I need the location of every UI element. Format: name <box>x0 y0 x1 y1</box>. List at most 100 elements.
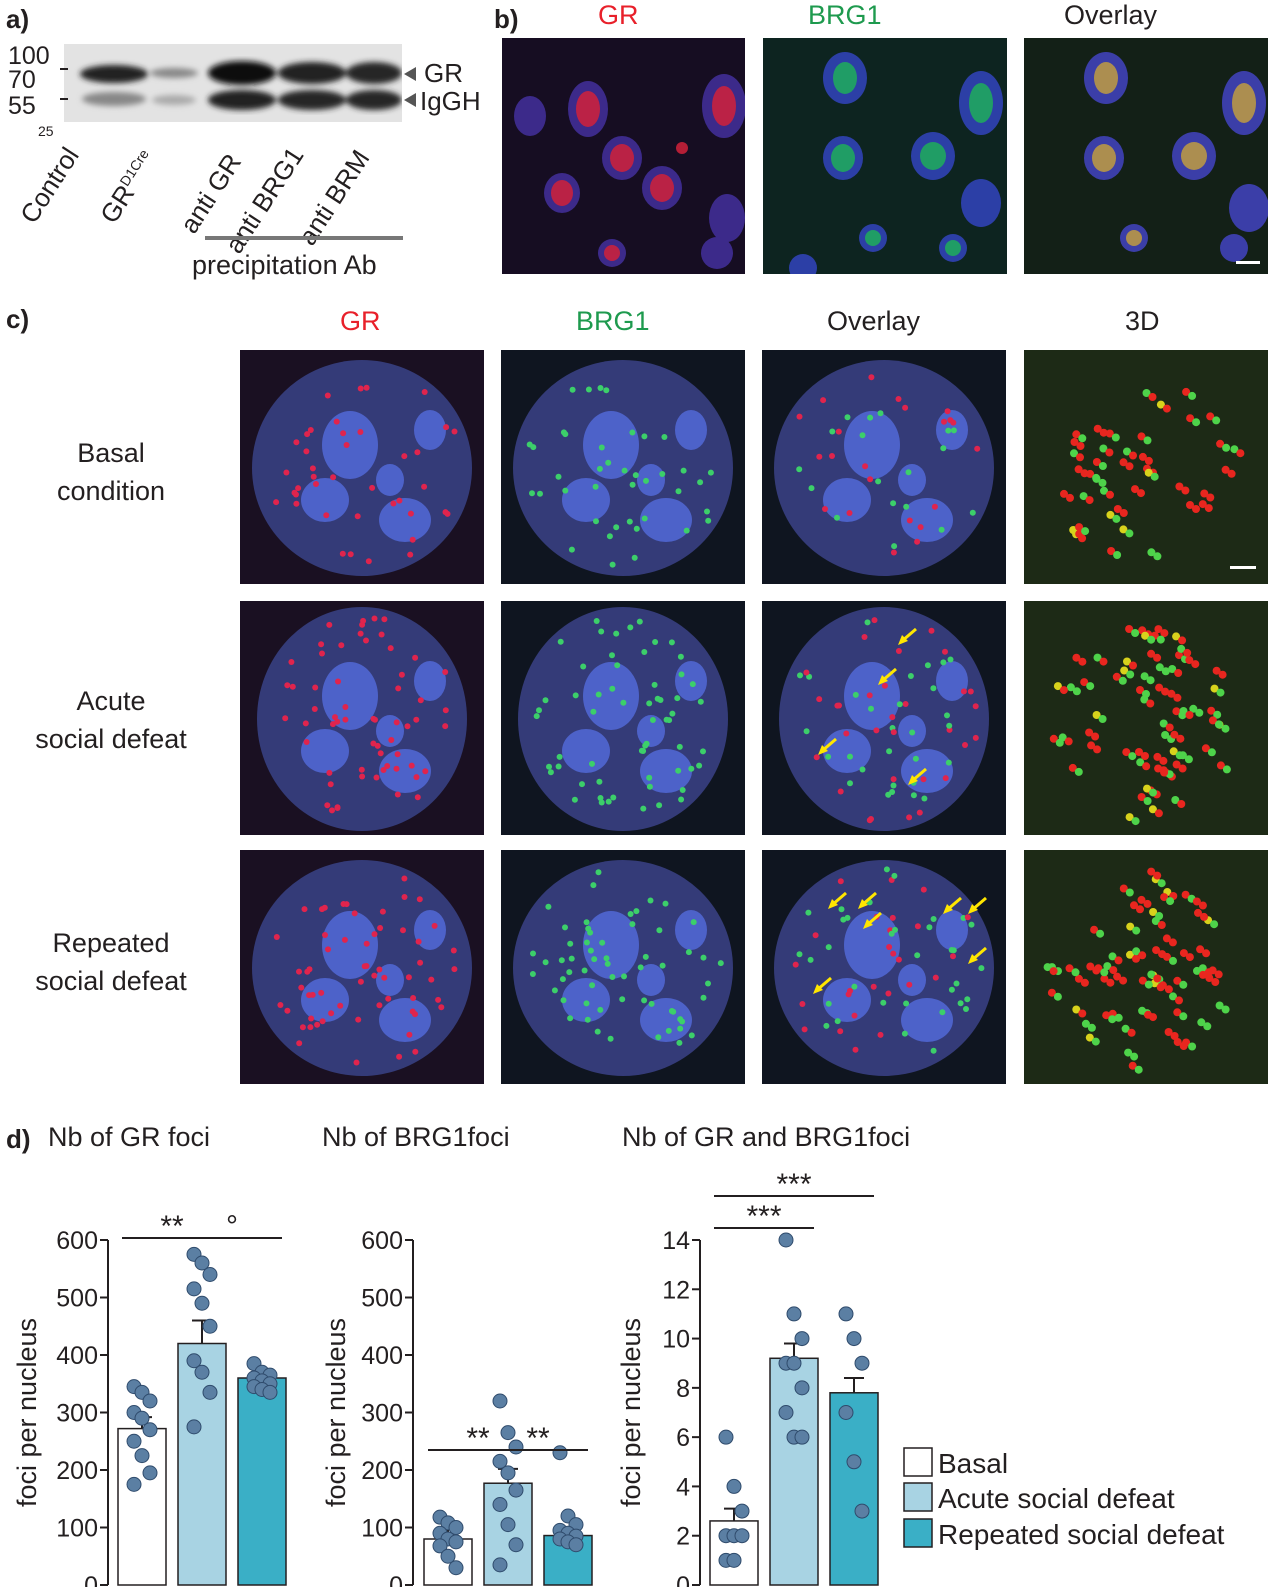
chart-3-significance-label: *** <box>776 1168 811 1201</box>
lane-gr-superscript: D1Cre <box>116 146 152 189</box>
chart-1-y-tick-label: 500 <box>56 1285 98 1313</box>
row-label-acute-line2: social defeat <box>35 724 187 754</box>
chart-1-point <box>186 1281 202 1297</box>
mw-marker-55: 55 <box>8 92 36 120</box>
chart-3-point <box>726 1552 742 1568</box>
chart-3-y-tick-label: 12 <box>662 1276 690 1304</box>
chart-2-point <box>492 1557 508 1573</box>
chart-3-significance-label: *** <box>746 1200 781 1233</box>
chart-1-y-tick-label: 200 <box>56 1457 98 1485</box>
chart-2-point <box>500 1517 516 1533</box>
mw-marker-25: 25 <box>38 123 54 139</box>
legend-swatch-1 <box>903 1447 933 1477</box>
chart-1-point <box>186 1353 202 1369</box>
iggh-band-arrow <box>404 93 416 107</box>
legend-label-2: Acute social defeat <box>938 1483 1175 1514</box>
chart-3-point <box>734 1503 750 1519</box>
chart-3-point <box>718 1429 734 1445</box>
chart-1-point <box>142 1465 158 1481</box>
chart-1-point <box>202 1384 218 1400</box>
panel-c-brg1-image-row2 <box>501 601 745 835</box>
western-blot <box>64 44 402 122</box>
chart-1-bar-2 <box>177 1342 227 1586</box>
chart-3-y-tick-label: 2 <box>676 1523 690 1551</box>
panel-d-letter: d) <box>6 1124 31 1154</box>
chart-3-y-label: foci per nucleus <box>616 1318 646 1507</box>
chart-2-point <box>552 1445 568 1461</box>
chart-1-point <box>126 1476 142 1492</box>
chart-3-title: Nb of GR and BRG1foci <box>622 1122 910 1152</box>
chart-1-title: Nb of GR foci <box>48 1122 210 1152</box>
chart-2-y-tick-label: 500 <box>361 1285 403 1313</box>
chart-2-point <box>440 1548 456 1564</box>
panel-c-letter: c) <box>6 304 30 334</box>
chart-1-y-tick-label: 0 <box>84 1572 98 1587</box>
panel-c-brg1-image-row1 <box>501 350 745 584</box>
chart-2-significance-label: ** <box>526 1422 550 1455</box>
legend-swatch-2 <box>903 1482 933 1512</box>
chart-3-y-tick-label: 6 <box>676 1424 690 1452</box>
chart-1-y-label: foci per nucleus <box>12 1318 42 1507</box>
lane-label-control: Control <box>14 142 86 229</box>
chart-3-point <box>794 1331 810 1347</box>
precipitation-group-line <box>205 236 403 240</box>
legend-swatch-3 <box>903 1518 933 1548</box>
chart-3-y-tick-label: 14 <box>662 1227 690 1255</box>
scale-bar-c <box>1230 566 1256 569</box>
chart-1-point <box>202 1318 218 1334</box>
chart-2-point <box>508 1439 524 1455</box>
chart-1-point <box>262 1384 278 1400</box>
panel-c-gr-image-row1 <box>240 350 484 584</box>
panel-c-3d-image-row3 <box>1024 850 1268 1084</box>
panel-b-header-gr: GR <box>598 0 639 30</box>
panel-c-brg1-image-row3 <box>501 850 745 1084</box>
chart-1-bar-3 <box>237 1377 287 1586</box>
row-label-repeated-line1: Repeated <box>52 928 170 958</box>
chart-1-y-tick-label: 600 <box>56 1227 98 1255</box>
chart-2-y-tick-label: 400 <box>361 1342 403 1370</box>
mw-marker-100: 100 <box>8 42 50 70</box>
chart-3-y-tick-label: 0 <box>676 1572 690 1587</box>
chart-2-y-tick-label: 600 <box>361 1227 403 1255</box>
chart-3-point <box>846 1331 862 1347</box>
chart-3-bar-3 <box>829 1392 879 1586</box>
chart-1-point <box>126 1433 142 1449</box>
lane-gr-text: GR <box>94 179 141 229</box>
chart-1-point <box>194 1295 210 1311</box>
chart-3-bar-2 <box>769 1357 819 1586</box>
panel-c-3d-image-row2 <box>1024 601 1268 835</box>
gr-tissue-image <box>514 74 745 269</box>
gr-band-arrow <box>404 67 416 81</box>
chart-2-point <box>492 1393 508 1409</box>
chart-2-point <box>448 1534 464 1550</box>
chart-2-point <box>492 1453 508 1469</box>
mw-tick-55 <box>60 98 68 100</box>
chart-3-point <box>734 1528 750 1544</box>
chart-2-title: Nb of BRG1foci <box>322 1122 510 1152</box>
panel-a-letter: a) <box>6 4 30 34</box>
row-label-basal-line2: condition <box>56 476 166 506</box>
chart-2-y-tick-label: 0 <box>389 1572 403 1587</box>
chart-3-point <box>846 1454 862 1470</box>
band-label-gr: GR <box>424 58 463 88</box>
panel-b-letter: b) <box>494 4 519 34</box>
panel-c-header-brg1: BRG1 <box>576 306 650 336</box>
chart-3-point <box>854 1355 870 1371</box>
row-label-basal: Basal condition <box>0 434 222 510</box>
chart-1-significance-label: ** <box>160 1210 184 1243</box>
chart-2-y-tick-label: 100 <box>361 1515 403 1543</box>
mw-tick-70 <box>60 68 68 70</box>
panel-c-header-3d: 3D <box>1125 306 1160 336</box>
legend-label-3: Repeated social defeat <box>938 1519 1225 1550</box>
chart-1-significance-label: ° <box>226 1210 238 1243</box>
chart-2-point <box>500 1465 516 1481</box>
chart-3-y-tick-label: 10 <box>662 1326 690 1354</box>
chart-2-point <box>432 1538 448 1554</box>
row-label-repeated: Repeated social defeat <box>0 924 222 1000</box>
panel-c-header-gr: GR <box>340 306 381 336</box>
brg1-tissue-image <box>789 52 1003 274</box>
panel-b-header-brg1: BRG1 <box>808 0 882 30</box>
chart-1-point <box>134 1448 150 1464</box>
chart-3-point <box>786 1306 802 1322</box>
